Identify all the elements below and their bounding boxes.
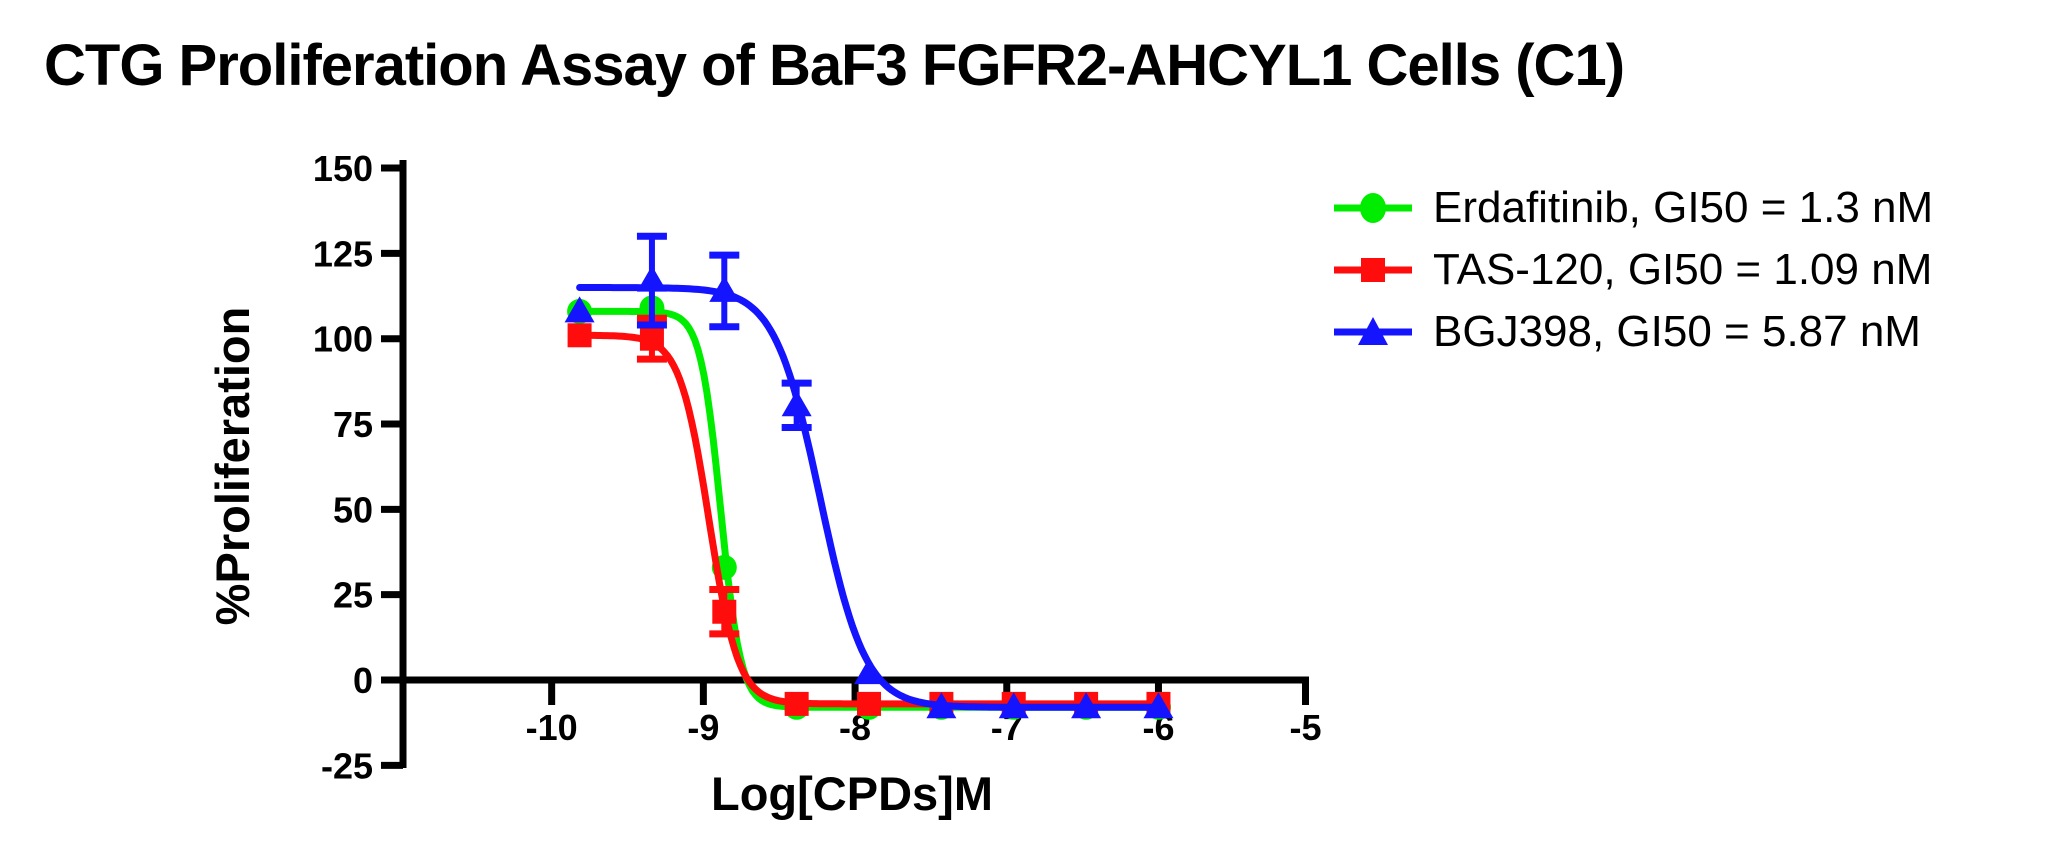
data-point-triangle [998,692,1029,719]
legend-item: TAS-120, GI50 = 1.09 nM [1332,243,1933,297]
data-point-triangle [781,390,812,417]
data-point-square [712,599,737,624]
data-point-square [639,326,664,351]
legend-label: Erdafitinib, GI50 = 1.3 nM [1433,183,1934,232]
legend-item: BGJ398, GI50 = 5.87 nM [1332,305,1933,359]
legend: Erdafitinib, GI50 = 1.3 nM TAS-120, GI50… [1332,181,1933,367]
y-axis-title: %Proliferation [206,307,259,626]
y-tick-label: 75 [333,404,373,445]
data-point-triangle [636,265,667,292]
data-point-triangle [564,296,595,323]
y-tick-label: 100 [313,319,373,360]
series-1 [567,314,1171,716]
data-point-triangle [854,658,885,685]
legend-square-icon [1332,243,1417,297]
x-axis-title: Log[CPDs]M [711,767,993,820]
legend-circle-icon [1332,181,1417,235]
data-point-square [784,691,809,716]
x-tick-label: -5 [1289,707,1321,748]
chart-title: CTG Proliferation Assay of BaF3 FGFR2-AH… [44,33,1625,98]
data-point-triangle [926,692,957,719]
x-tick-label: -9 [687,707,719,748]
fit-curve [576,307,1160,711]
data-point-triangle [1071,692,1102,719]
legend-item: Erdafitinib, GI50 = 1.3 nM [1332,181,1933,235]
data-point-triangle [709,275,740,302]
y-tick-label: 150 [313,148,373,189]
fit-curve [576,331,1160,708]
data-point-triangle [1143,692,1174,719]
x-tick-label: -10 [526,707,578,748]
legend-triangle-icon [1332,305,1417,359]
data-point-square [567,323,592,348]
y-tick-label: 125 [313,233,373,274]
data-point-square [857,691,882,716]
y-tick-label: 0 [353,660,373,701]
series-2 [564,232,1174,719]
legend-label: BGJ398, GI50 = 5.87 nM [1433,307,1921,356]
y-tick-label: -25 [321,745,373,786]
legend-label: TAS-120, GI50 = 1.09 nM [1433,245,1933,294]
y-tick-label: 50 [333,489,373,530]
y-tick-label: 25 [333,575,373,616]
